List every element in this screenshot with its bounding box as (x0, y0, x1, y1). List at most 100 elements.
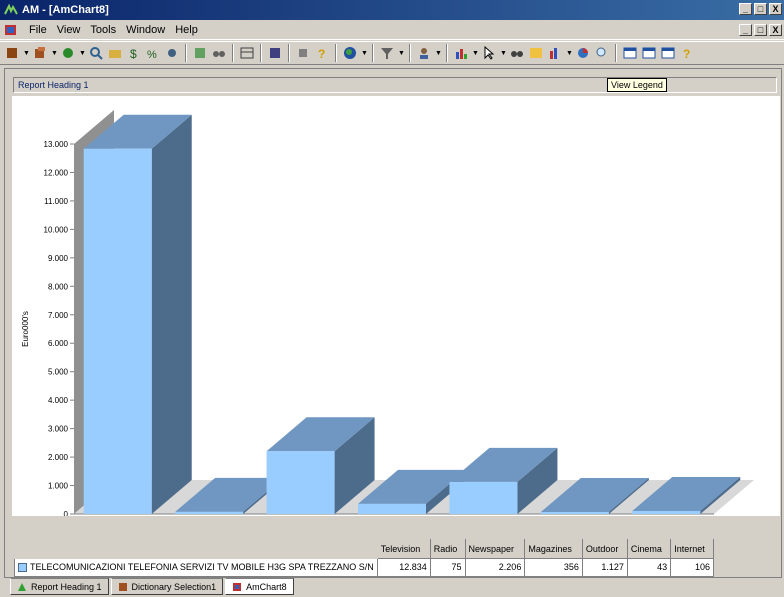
tab-label: Dictionary Selection1 (132, 582, 217, 592)
bar-chart-icon[interactable] (453, 45, 469, 61)
help-icon[interactable]: ? (679, 45, 695, 61)
folder-icon[interactable] (107, 45, 123, 61)
filter-icon[interactable] (379, 45, 395, 61)
window-tabs: Report Heading 1 Dictionary Selection1 A… (0, 578, 784, 597)
value-cell: 356 (525, 558, 583, 577)
close-button[interactable]: X (769, 3, 782, 15)
percent-icon[interactable]: % (145, 45, 161, 61)
new-report-icon[interactable] (4, 45, 20, 61)
value-cell: 1.127 (582, 558, 627, 577)
toolbar-separator (615, 44, 617, 62)
window-icon[interactable] (641, 45, 657, 61)
column-header: Magazines (525, 540, 583, 559)
y-tick-label: 7.000 (48, 311, 69, 320)
toolbar-separator (288, 44, 290, 62)
mdi-close-button[interactable]: X (769, 24, 782, 36)
chevron-down-icon[interactable]: ▼ (500, 50, 506, 57)
chevron-down-icon[interactable]: ▼ (23, 50, 29, 57)
dollar-icon[interactable]: $ (126, 45, 142, 61)
toolbar-separator (232, 44, 234, 62)
chevron-down-icon[interactable]: ▼ (361, 50, 367, 57)
bar (449, 482, 517, 514)
bar-side (152, 115, 192, 514)
toolbar-separator (446, 44, 448, 62)
mdi-restore-button[interactable]: □ (754, 24, 767, 36)
chart-icon (232, 582, 242, 592)
menu-window[interactable]: Window (121, 24, 170, 36)
add-icon[interactable] (60, 45, 76, 61)
y-tick-label: 8.000 (48, 282, 69, 291)
glasses-icon[interactable] (211, 45, 227, 61)
value-cell: 75 (430, 558, 465, 577)
tab-report-heading[interactable]: Report Heading 1 (10, 578, 109, 595)
bar (84, 149, 152, 514)
menu-tools[interactable]: Tools (85, 24, 121, 36)
window-icon[interactable] (622, 45, 638, 61)
cursor-icon[interactable] (481, 45, 497, 61)
globe-icon[interactable] (342, 45, 358, 61)
menu-view[interactable]: View (52, 24, 86, 36)
view-legend-tooltip: View Legend (607, 78, 667, 92)
y-tick-label: 10.000 (44, 225, 69, 234)
title-bar: AM - [AmChart8] _ □ X (0, 0, 784, 20)
mdi-minimize-button[interactable]: _ (739, 24, 752, 36)
toolbar-separator (185, 44, 187, 62)
column-header: Newspaper (465, 540, 525, 559)
y-tick-label: 3.000 (48, 425, 69, 434)
y-tick-label: 4.000 (48, 396, 69, 405)
chevron-down-icon[interactable]: ▼ (398, 50, 404, 57)
user-icon[interactable] (416, 45, 432, 61)
help-icon[interactable]: ? (314, 45, 330, 61)
menu-file[interactable]: File (24, 24, 52, 36)
bar (267, 451, 335, 514)
bar-chart: 0 1.000 2.000 3.000 4.000 5.000 6.000 7.000 8.00… (12, 96, 780, 516)
binoculars-icon[interactable] (509, 45, 525, 61)
menu-bar: File View Tools Window Help _ □ X (0, 20, 784, 40)
minimize-button[interactable]: _ (739, 3, 752, 15)
chevron-down-icon[interactable]: ▼ (79, 50, 85, 57)
toolbar-separator (260, 44, 262, 62)
zoom-icon[interactable] (594, 45, 610, 61)
dictionary-icon (118, 582, 128, 592)
y-tick-label: 5.000 (48, 368, 69, 377)
anchor-icon[interactable] (164, 45, 180, 61)
toolbar-separator (335, 44, 337, 62)
y-tick-label: 9.000 (48, 254, 69, 263)
tab-dictionary-selection[interactable]: Dictionary Selection1 (111, 578, 224, 595)
search-icon[interactable] (88, 45, 104, 61)
calendar-icon[interactable] (660, 45, 676, 61)
legend-swatch (18, 563, 27, 572)
y-tick-label: 0 (64, 510, 69, 516)
series-name: TELECOMUNICAZIONI TELEFONIA SERVIZI TV M… (30, 562, 374, 572)
chart-type-icon[interactable] (547, 45, 563, 61)
svg-text:$: $ (130, 47, 137, 60)
bar (632, 511, 700, 514)
maximize-button[interactable]: □ (754, 3, 767, 15)
tab-amchart[interactable]: AmChart8 (225, 578, 294, 595)
series-cell: TELECOMUNICAZIONI TELEFONIA SERVIZI TV M… (15, 558, 378, 577)
table-icon[interactable] (239, 45, 255, 61)
plugin-icon[interactable] (192, 45, 208, 61)
chevron-down-icon[interactable]: ▼ (51, 50, 57, 57)
cube-icon[interactable] (32, 45, 48, 61)
bar (541, 512, 609, 514)
y-tick-label: 1.000 (48, 482, 69, 491)
image-icon[interactable] (528, 45, 544, 61)
value-cell: 2.206 (465, 558, 525, 577)
chevron-down-icon[interactable]: ▼ (435, 50, 441, 57)
save-icon[interactable] (267, 45, 283, 61)
chevron-down-icon[interactable]: ▼ (472, 50, 478, 57)
table-row: TELECOMUNICAZIONI TELEFONIA SERVIZI TV M… (15, 558, 714, 577)
y-axis-label: Euro000's (21, 311, 30, 347)
column-header: Television (377, 540, 430, 559)
value-cell: 43 (627, 558, 670, 577)
svg-text:%: % (147, 49, 157, 60)
toolbar-separator (372, 44, 374, 62)
tools-icon[interactable] (295, 45, 311, 61)
chevron-down-icon[interactable]: ▼ (566, 50, 572, 57)
value-cell: 12.834 (377, 558, 430, 577)
svg-text:?: ? (318, 47, 325, 60)
pie-icon[interactable] (575, 45, 591, 61)
menu-help[interactable]: Help (170, 24, 203, 36)
column-header: Radio (430, 540, 465, 559)
